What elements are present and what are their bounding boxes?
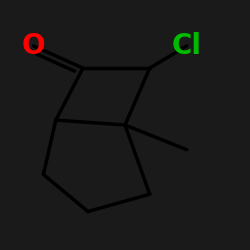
Text: O: O [22, 32, 45, 60]
Text: Cl: Cl [172, 32, 202, 60]
